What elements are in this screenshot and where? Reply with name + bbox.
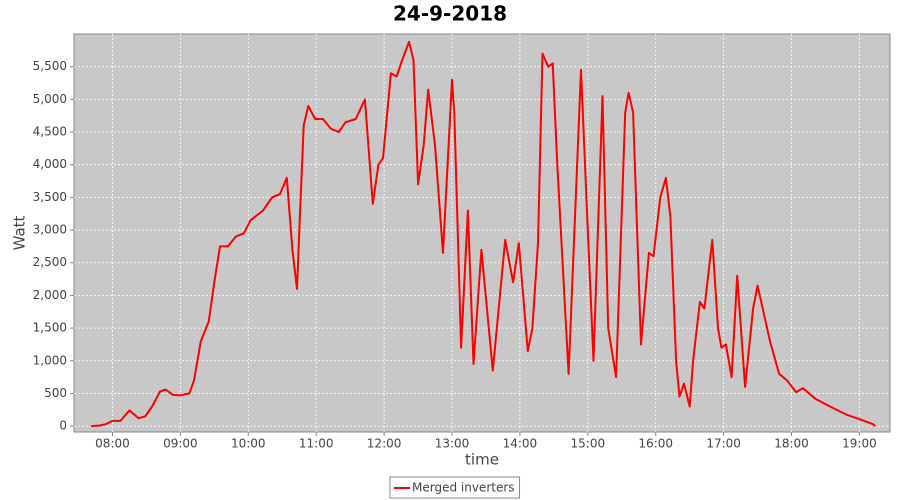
y-tick-label: 1,000 (33, 353, 67, 367)
legend-label: Merged inverters (412, 481, 515, 495)
x-tick-label: 09:00 (163, 437, 198, 451)
y-tick-label: 4,500 (33, 125, 67, 139)
x-tick-label: 08:00 (95, 437, 130, 451)
y-tick-label: 500 (44, 386, 67, 400)
y-tick-label: 4,000 (33, 157, 67, 171)
y-tick-label: 3,500 (33, 190, 67, 204)
legend: Merged inverters (389, 476, 521, 499)
x-tick-label: 16:00 (638, 437, 673, 451)
y-tick-label: 5,000 (33, 92, 67, 106)
y-tick-label: 2,500 (33, 255, 67, 269)
y-tick-label: 2,000 (33, 288, 67, 302)
y-axis-label: Watt (11, 215, 29, 250)
x-tick-label: 13:00 (435, 437, 470, 451)
x-tick-label: 18:00 (774, 437, 809, 451)
marks (90, 40, 876, 428)
chart-title: 24-9-2018 (393, 2, 507, 26)
x-axis-label: time (465, 451, 499, 469)
x-tick-label: 12:00 (367, 437, 402, 451)
y-tick-label: 3,000 (33, 223, 67, 237)
x-tick-label: 19:00 (842, 437, 877, 451)
data-line (90, 40, 876, 428)
x-tick-label: 10:00 (231, 437, 266, 451)
x-tick-label: 11:00 (299, 437, 334, 451)
y-tick-label: 5,500 (33, 59, 67, 73)
x-tick-label: 14:00 (503, 437, 538, 451)
plot-area (73, 33, 891, 433)
legend-box (389, 476, 521, 499)
y-tick-label: 0 (59, 419, 67, 433)
x-tick-label: 15:00 (571, 437, 606, 451)
y-tick-label: 1,500 (33, 321, 67, 335)
x-tick-label: 17:00 (706, 437, 741, 451)
